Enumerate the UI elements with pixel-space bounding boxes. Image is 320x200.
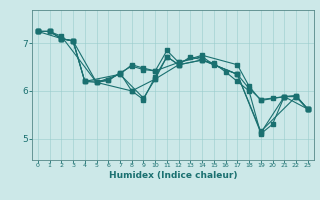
X-axis label: Humidex (Indice chaleur): Humidex (Indice chaleur) xyxy=(108,171,237,180)
